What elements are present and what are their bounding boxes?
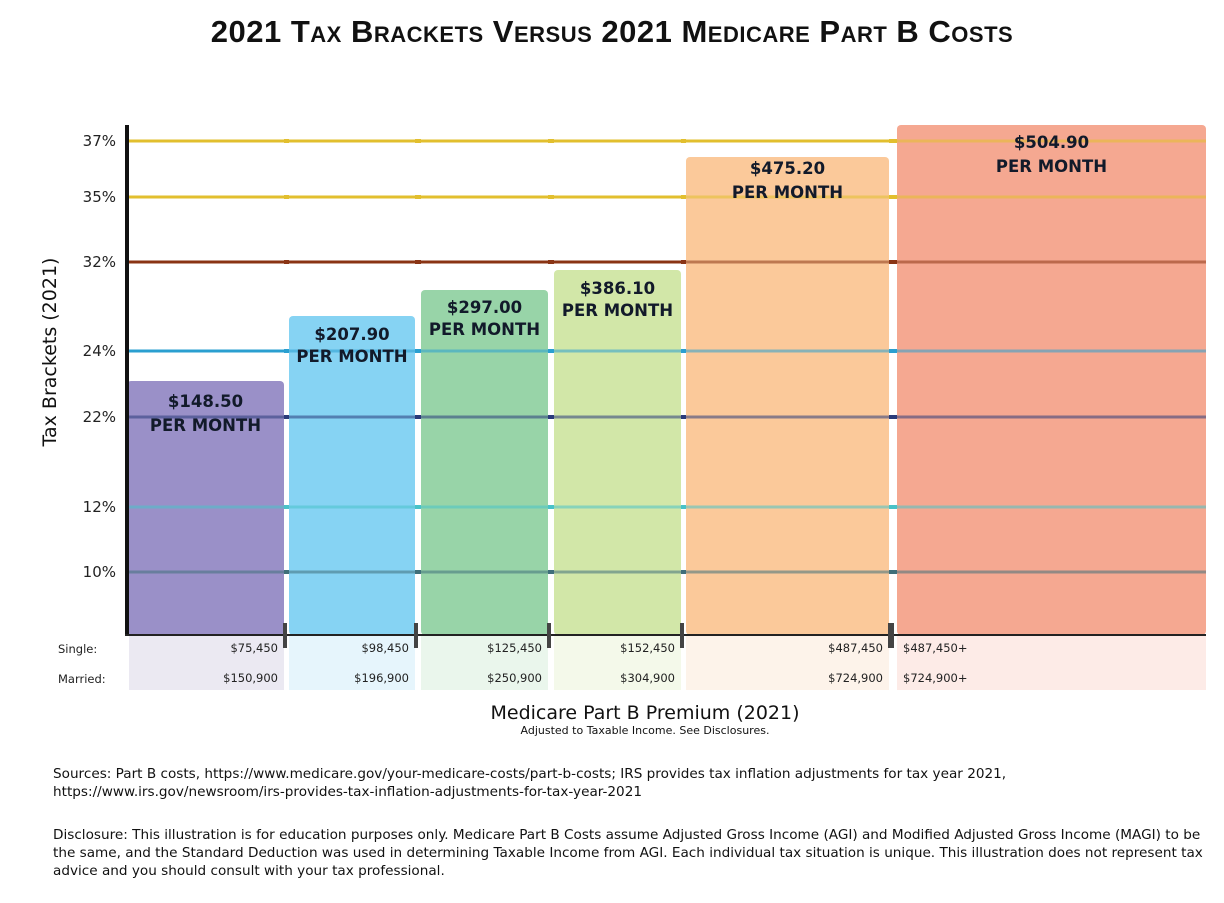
income-single: $152,450	[620, 641, 675, 655]
bar-value-label: $504.90	[1014, 133, 1089, 152]
income-married: $250,900	[487, 671, 542, 685]
x-axis-sublabel: Adjusted to Taxable Income. See Disclosu…	[520, 724, 770, 737]
income-labels: $75,450 $150,900 $98,450 $196,900 $125,450 $2…	[223, 641, 967, 685]
income-single: $487,450	[828, 641, 883, 655]
income-married: $196,900	[354, 671, 409, 685]
row-label-married: Married:	[58, 672, 106, 686]
bar	[897, 125, 1206, 635]
y-tick-labels: 37% 35% 32% 24% 22% 12% 10%	[83, 132, 116, 581]
income-tint	[554, 636, 681, 690]
income-row-backgrounds	[129, 636, 1206, 690]
income-married: $724,900	[828, 671, 883, 685]
bar-sub-label: PER MONTH	[150, 416, 261, 435]
bar	[554, 270, 681, 635]
bar-sub-label: PER MONTH	[562, 301, 673, 320]
income-single: $98,450	[361, 641, 409, 655]
x-axis-label: Medicare Part B Premium (2021)	[490, 702, 800, 724]
income-single: $487,450+	[903, 641, 968, 655]
disclosure-text: This illustration is for education purpo…	[53, 827, 1203, 879]
income-single: $125,450	[487, 641, 542, 655]
bars	[127, 125, 1206, 635]
y-tick-label: 22%	[83, 408, 116, 426]
bar	[289, 316, 415, 635]
bar-sub-label: PER MONTH	[732, 183, 843, 202]
disclosure-label: Disclosure:	[53, 827, 128, 843]
y-tick-label: 37%	[83, 132, 116, 150]
sources-label: Sources:	[53, 766, 112, 782]
bar-sub-label: PER MONTH	[429, 320, 540, 339]
y-tick-label: 32%	[83, 253, 116, 271]
y-tick-label: 24%	[83, 342, 116, 360]
y-tick-label: 35%	[83, 188, 116, 206]
income-tint	[421, 636, 548, 690]
bar-value-label: $386.10	[580, 279, 655, 298]
bar-sub-label: PER MONTH	[996, 157, 1107, 176]
bracket-marker	[890, 623, 894, 648]
bar-value-label: $207.90	[314, 325, 389, 344]
income-tint	[129, 636, 284, 690]
disclosure-note: Disclosure: This illustration is for edu…	[53, 826, 1213, 880]
income-married: $150,900	[223, 671, 278, 685]
bar	[686, 157, 889, 635]
bar-sub-label: PER MONTH	[296, 347, 407, 366]
bracket-marker	[414, 623, 418, 648]
sources-text: Part B costs, https://www.medicare.gov/y…	[53, 766, 1007, 800]
bar-value-label: $297.00	[447, 298, 522, 317]
income-single: $75,450	[230, 641, 278, 655]
bracket-marker	[283, 623, 287, 648]
income-married: $304,900	[620, 671, 675, 685]
bracket-markers	[283, 623, 894, 648]
income-tint	[686, 636, 889, 690]
y-tick-label: 12%	[83, 498, 116, 516]
row-label-single: Single:	[58, 642, 97, 656]
y-tick-label: 10%	[83, 563, 116, 581]
bar-value-label: $475.20	[750, 159, 825, 178]
bar-labels: $148.50 PER MONTH $207.90 PER MONTH $297.00 P…	[150, 133, 1107, 435]
bar	[421, 290, 548, 635]
income-married: $724,900+	[903, 671, 968, 685]
bar-value-label: $148.50	[168, 392, 243, 411]
bracket-marker	[680, 623, 684, 648]
chart-area: $148.50 PER MONTH $207.90 PER MONTH $297.00 P…	[39, 125, 1206, 690]
gridlines	[127, 139, 1206, 574]
chart-title: 2021 Tax Brackets Versus 2021 Medicare P…	[210, 14, 1014, 49]
sources-note: Sources: Part B costs, https://www.medic…	[53, 765, 1213, 801]
income-tint	[289, 636, 415, 690]
income-tint	[897, 636, 1206, 690]
y-axis-label: Tax Brackets (2021)	[39, 258, 61, 448]
bracket-marker	[547, 623, 551, 648]
